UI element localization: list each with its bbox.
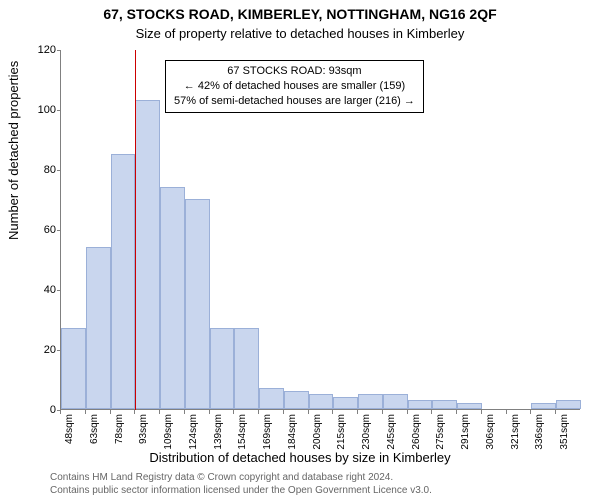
chart-area: 67 STOCKS ROAD: 93sqm ← 42% of detached … (60, 50, 580, 410)
histogram-bar (259, 388, 284, 409)
x-tick-mark (332, 410, 333, 414)
histogram-bar (333, 397, 358, 409)
y-tick-mark (57, 290, 61, 291)
x-tick-mark (283, 410, 284, 414)
x-tick-mark (407, 410, 408, 414)
footer-line-2: Contains public sector information licen… (50, 485, 432, 498)
histogram-bar (185, 199, 210, 409)
x-tick-mark (357, 410, 358, 414)
x-tick-mark (431, 410, 432, 414)
y-tick-label: 0 (50, 404, 56, 416)
histogram-bar (408, 400, 433, 409)
page-title: 67, STOCKS ROAD, KIMBERLEY, NOTTINGHAM, … (0, 6, 600, 22)
y-tick-mark (57, 170, 61, 171)
histogram-bar (457, 403, 482, 409)
annotation-line-2: ← 42% of detached houses are smaller (15… (174, 79, 415, 94)
y-tick-label: 40 (44, 284, 56, 296)
histogram-bar (556, 400, 581, 409)
histogram-bar (86, 247, 111, 409)
y-tick-label: 20 (44, 344, 56, 356)
y-tick-label: 60 (44, 224, 56, 236)
y-tick-mark (57, 110, 61, 111)
x-tick-mark (382, 410, 383, 414)
x-tick-mark (555, 410, 556, 414)
y-tick-mark (57, 230, 61, 231)
y-tick-mark (57, 50, 61, 51)
page-subtitle: Size of property relative to detached ho… (0, 26, 600, 41)
x-tick-mark (233, 410, 234, 414)
annotation-line-1: 67 STOCKS ROAD: 93sqm (174, 64, 415, 79)
histogram-bar (111, 154, 136, 409)
y-tick-label: 100 (38, 104, 56, 116)
footer-line-1: Contains HM Land Registry data © Crown c… (50, 472, 432, 485)
x-tick-mark (481, 410, 482, 414)
x-tick-mark (506, 410, 507, 414)
histogram-bar (309, 394, 334, 409)
histogram-bar (234, 328, 259, 409)
x-tick-mark (308, 410, 309, 414)
x-tick-mark (184, 410, 185, 414)
histogram-bar (135, 100, 160, 409)
x-tick-mark (159, 410, 160, 414)
histogram-bar (284, 391, 309, 409)
y-tick-label: 80 (44, 164, 56, 176)
x-tick-mark (60, 410, 61, 414)
histogram-bar (358, 394, 383, 409)
x-tick-mark (530, 410, 531, 414)
footer: Contains HM Land Registry data © Crown c… (50, 472, 432, 497)
histogram-bar (61, 328, 86, 409)
annotation-line-3: 57% of semi-detached houses are larger (… (174, 94, 415, 109)
x-tick-mark (209, 410, 210, 414)
x-axis-label: Distribution of detached houses by size … (0, 450, 600, 465)
x-tick-mark (85, 410, 86, 414)
annotation-box: 67 STOCKS ROAD: 93sqm ← 42% of detached … (165, 60, 424, 113)
x-tick-mark (134, 410, 135, 414)
x-tick-mark (110, 410, 111, 414)
histogram-bar (383, 394, 408, 409)
histogram-bar (160, 187, 185, 409)
y-tick-label: 120 (38, 44, 56, 56)
x-tick-mark (456, 410, 457, 414)
x-tick-mark (258, 410, 259, 414)
marker-line (135, 50, 136, 410)
y-axis-label: Number of detached properties (6, 61, 21, 240)
histogram-bar (531, 403, 556, 409)
histogram-bar (432, 400, 457, 409)
histogram-bar (210, 328, 235, 409)
